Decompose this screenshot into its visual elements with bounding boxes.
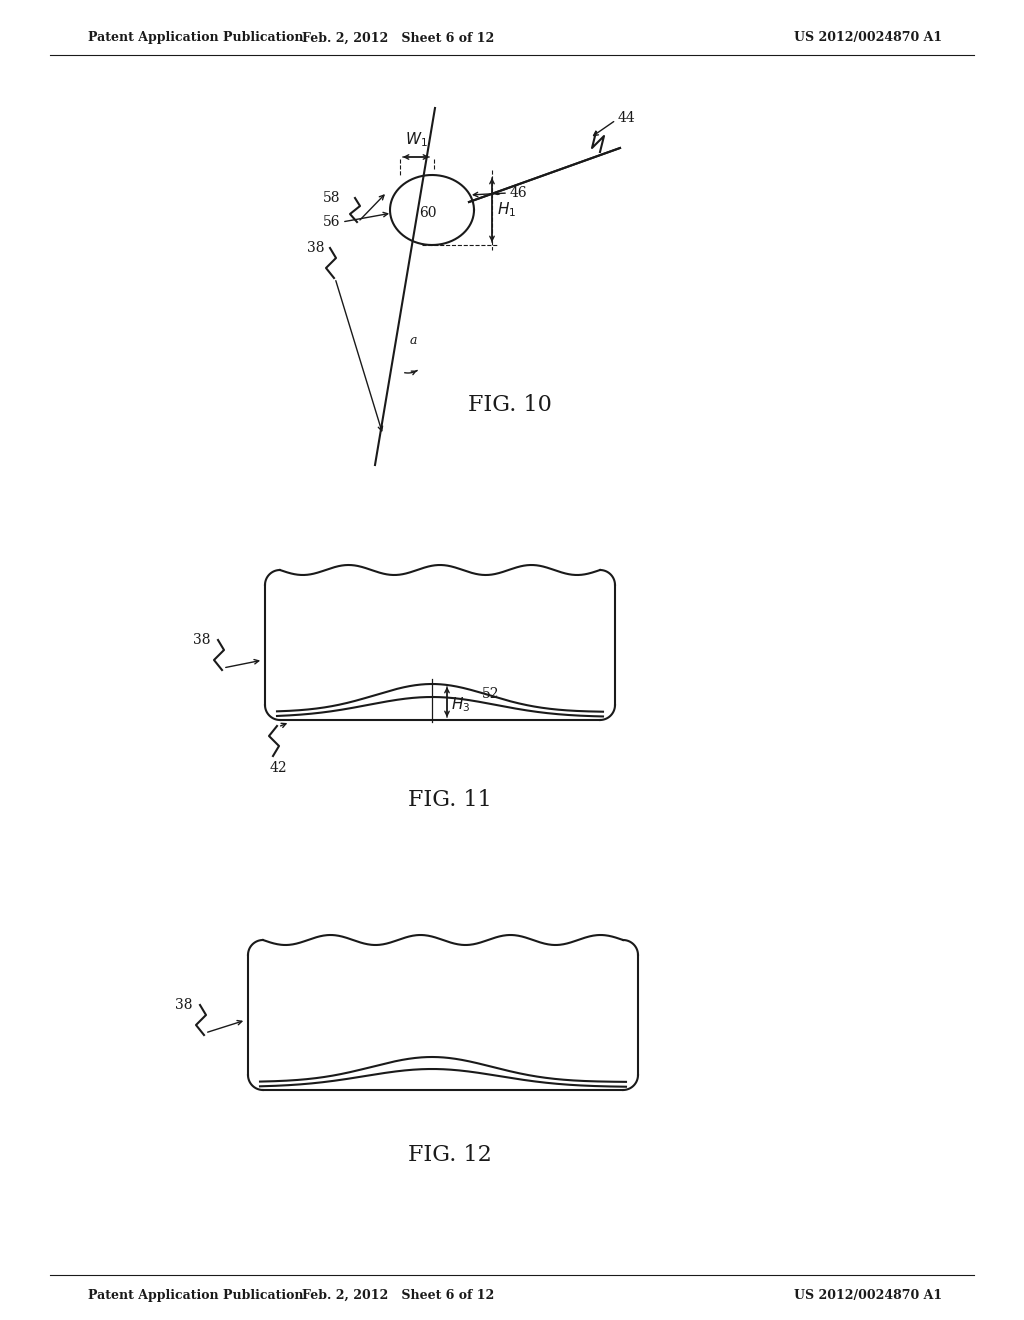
Text: 46: 46 [510,186,527,201]
Text: Patent Application Publication: Patent Application Publication [88,1288,303,1302]
Text: US 2012/0024870 A1: US 2012/0024870 A1 [794,32,942,45]
Text: a: a [410,334,417,346]
Text: 58: 58 [323,191,340,205]
Text: 52: 52 [482,686,500,701]
Text: Feb. 2, 2012   Sheet 6 of 12: Feb. 2, 2012 Sheet 6 of 12 [302,32,495,45]
Text: FIG. 12: FIG. 12 [409,1144,492,1166]
Text: 44: 44 [618,111,636,125]
Text: 38: 38 [307,242,325,255]
Text: FIG. 11: FIG. 11 [409,789,492,810]
Text: 38: 38 [175,998,193,1012]
Text: ~: ~ [489,187,501,202]
Text: Feb. 2, 2012   Sheet 6 of 12: Feb. 2, 2012 Sheet 6 of 12 [302,1288,495,1302]
Text: US 2012/0024870 A1: US 2012/0024870 A1 [794,1288,942,1302]
Text: $H_1$: $H_1$ [497,201,516,219]
Text: Patent Application Publication: Patent Application Publication [88,32,303,45]
Text: FIG. 10: FIG. 10 [468,393,552,416]
Text: $W_1$: $W_1$ [404,131,427,149]
Text: 42: 42 [270,762,288,775]
Text: 56: 56 [323,215,340,228]
Text: $H_3$: $H_3$ [451,696,470,714]
Text: 60: 60 [419,206,437,220]
Text: 38: 38 [193,634,210,647]
